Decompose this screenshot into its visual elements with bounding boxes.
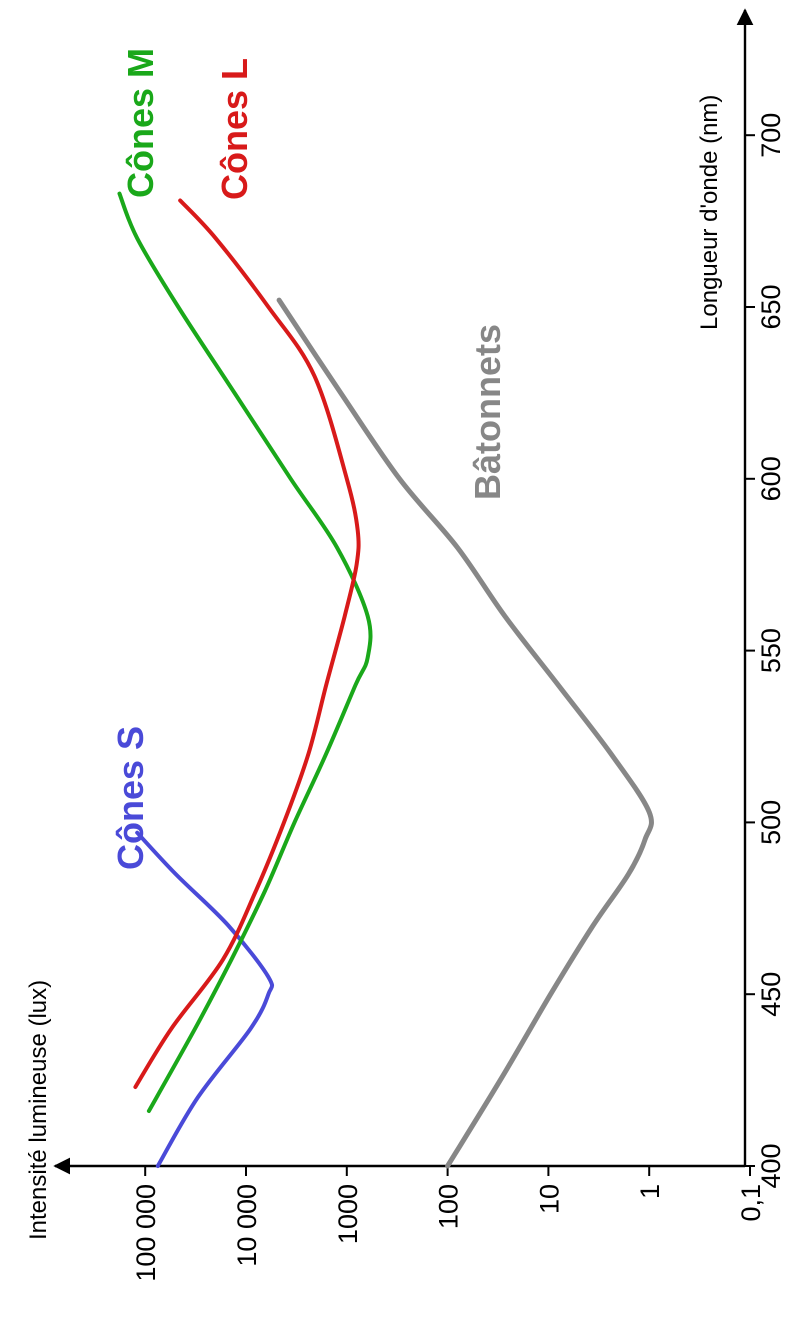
series-label-cones-l: Cônes L [214, 58, 255, 200]
series-line-batonnets [276, 297, 654, 1169]
series-line-cones-l [133, 198, 361, 1089]
intensity-tick-label: 100 000 [131, 1184, 161, 1282]
intensity-tick-label: 10 000 [232, 1184, 262, 1267]
series-line-cones-m [117, 191, 373, 1113]
wavelength-tick-label: 500 [756, 800, 786, 845]
series-lines [117, 191, 654, 1169]
series-label-batonnets: Bâtonnets [467, 324, 508, 500]
intensity-ticks: 0,1 1 10 100 1000 10 000 100 000 [131, 1166, 766, 1282]
intensity-tick-label: 100 [434, 1184, 464, 1229]
wavelength-tick-label: 550 [756, 628, 786, 673]
wavelength-tick-label: 400 [756, 1143, 786, 1188]
series-label-cones-m: Cônes M [120, 48, 161, 198]
intensity-tick-label: 0,1 [736, 1184, 766, 1222]
intensity-axis-title: Intensité lumineuse (lux) [25, 980, 52, 1240]
intensity-tick-label: 10 [534, 1184, 564, 1214]
series-label-cones-s: Cônes S [110, 726, 151, 870]
intensity-tick-label: 1 [635, 1184, 665, 1199]
wavelength-axis-title: Longueur d'onde (nm) [696, 95, 723, 330]
wavelength-tick-label: 450 [756, 972, 786, 1017]
wavelength-tick-label: 650 [756, 284, 786, 329]
intensity-tick-label: 1000 [333, 1184, 363, 1244]
wavelength-tick-label: 700 [756, 113, 786, 158]
wavelength-tick-label: 600 [756, 456, 786, 501]
series-line-cones-s [135, 830, 275, 1168]
wavelength-ticks: 400 450 500 550 600 650 700 [745, 113, 786, 1189]
